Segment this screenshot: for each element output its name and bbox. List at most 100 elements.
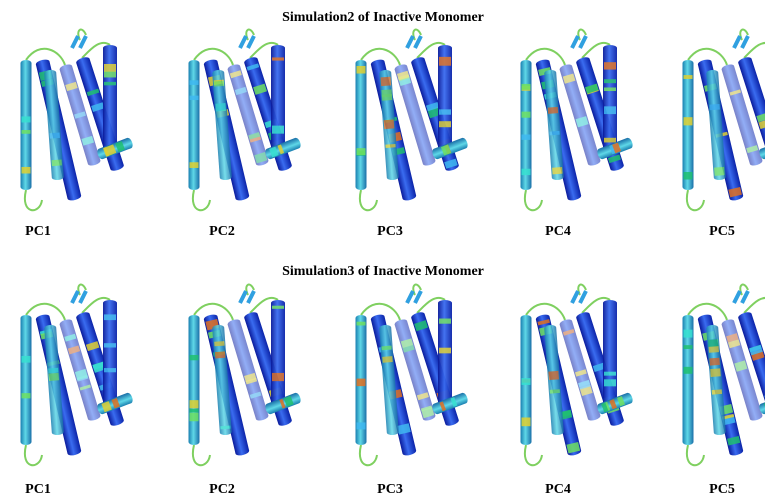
- helix-band: [215, 351, 225, 358]
- helix-band: [709, 346, 719, 353]
- pc-label: PC5: [709, 224, 735, 239]
- helix-band: [604, 372, 616, 376]
- helix-band: [522, 417, 531, 426]
- pc-label: PC5: [709, 482, 735, 497]
- helix-band: [272, 373, 284, 381]
- helix-band: [708, 339, 719, 347]
- helix-band: [709, 358, 719, 366]
- helix: [21, 60, 32, 190]
- helix-band: [384, 119, 395, 129]
- helix-band: [214, 81, 224, 87]
- helix-band: [549, 131, 559, 136]
- helix-band: [550, 389, 560, 393]
- helix-band: [684, 117, 693, 125]
- helix: [189, 60, 200, 190]
- helix-band: [104, 64, 116, 72]
- helix-band: [522, 112, 531, 118]
- pc-label: PC3: [377, 224, 403, 239]
- helix-band: [382, 356, 392, 363]
- helix-band: [604, 62, 616, 69]
- helix-band: [190, 355, 199, 360]
- protein-structure: [189, 285, 302, 466]
- helix-band: [357, 422, 366, 429]
- helix-band: [357, 379, 366, 387]
- helix-band: [522, 169, 531, 175]
- helix-band: [382, 346, 392, 351]
- pc-label: PC4: [545, 224, 571, 239]
- helix-band: [104, 368, 116, 372]
- helix-body: [189, 315, 200, 445]
- strand: [734, 36, 748, 48]
- pc-label: PC2: [209, 482, 235, 497]
- helix: [271, 45, 285, 150]
- helix-band: [381, 77, 392, 86]
- helix: [603, 300, 617, 405]
- helix-band: [522, 378, 531, 385]
- helix: [356, 60, 367, 190]
- helix: [521, 315, 532, 445]
- helix-band: [439, 348, 451, 354]
- helix: [271, 300, 285, 405]
- helix-band: [214, 341, 224, 346]
- helix-band: [684, 345, 693, 349]
- helix-body: [603, 45, 617, 150]
- helix-band: [522, 84, 531, 90]
- helix-body: [271, 300, 285, 405]
- helix-band: [710, 368, 721, 377]
- helix: [438, 300, 452, 405]
- strand: [72, 36, 86, 48]
- helix-band: [684, 367, 693, 374]
- helix-band: [604, 79, 616, 83]
- protein-structure: [356, 285, 469, 466]
- strand: [572, 36, 586, 48]
- helix-body: [356, 60, 367, 190]
- pc-label: PC4: [545, 482, 571, 497]
- helix: [683, 60, 694, 190]
- strand: [240, 36, 254, 48]
- helix: [521, 60, 532, 190]
- helix-band: [104, 343, 116, 347]
- protein-structure: [521, 285, 634, 466]
- pc-label: PC1: [25, 482, 51, 497]
- helix-band: [439, 121, 451, 127]
- helix-band: [552, 167, 562, 174]
- protein-structure: [683, 30, 765, 211]
- helix-band: [22, 116, 31, 122]
- helix-body: [189, 60, 200, 190]
- helix-band: [357, 148, 366, 155]
- helix-band: [190, 96, 199, 100]
- helix-band: [48, 368, 58, 373]
- helix-band: [604, 379, 616, 386]
- helix-band: [49, 373, 60, 381]
- helix-body: [21, 315, 32, 445]
- helix-band: [712, 389, 722, 394]
- strand: [572, 291, 586, 303]
- helix-band: [357, 322, 366, 326]
- protein-structure: [683, 285, 765, 466]
- helix-band: [52, 160, 62, 167]
- helix-band: [190, 162, 199, 168]
- strand: [407, 36, 421, 48]
- helix-band: [684, 330, 693, 338]
- helix-band: [190, 413, 199, 422]
- helix-band: [548, 107, 558, 114]
- helix-band: [548, 371, 559, 380]
- protein-structure: [521, 30, 634, 211]
- protein-structure: [21, 285, 134, 466]
- helix-band: [190, 400, 199, 408]
- helix: [103, 45, 117, 150]
- helix-band: [104, 71, 116, 77]
- helix-band: [50, 133, 60, 139]
- helix-band: [714, 167, 725, 176]
- helix-band: [522, 135, 531, 140]
- pc-label: PC1: [25, 224, 51, 239]
- helix-band: [684, 172, 693, 180]
- helix-band: [215, 103, 226, 111]
- helix-body: [271, 45, 285, 150]
- helix: [103, 300, 117, 405]
- helix-band: [439, 109, 451, 114]
- helix-band: [272, 126, 284, 134]
- helix-band: [104, 82, 116, 85]
- strand: [734, 291, 748, 303]
- helix-band: [22, 356, 31, 363]
